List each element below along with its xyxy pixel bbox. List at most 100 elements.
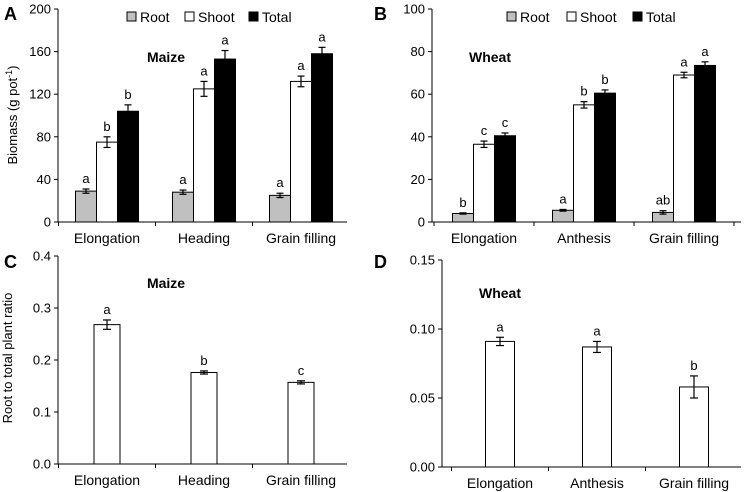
significance-letter: b — [601, 72, 608, 87]
significance-letter: a — [496, 319, 504, 334]
bar-root-1 — [452, 212, 474, 223]
bar-shoot-2 — [573, 104, 595, 223]
significance-letter: a — [559, 191, 567, 206]
legend-swatch-shoot — [566, 11, 577, 22]
y-tick-label: 40 — [411, 129, 425, 144]
legend-swatch-root — [126, 11, 137, 22]
y-tick-label: 0.0 — [33, 457, 51, 472]
panel-a: A Maize 0 40 80 120 160 200 Elongation Heading Gra… — [4, 2, 347, 246]
panel-c: C Maize 0.0 0.1 0.2 0.3 0.4 Elongation Heading Gr… — [0, 249, 347, 488]
y-tick-label: 0.10 — [410, 322, 435, 337]
panel-label: C — [4, 252, 17, 272]
bar-total-2 — [214, 58, 236, 223]
bar-shoot-1 — [96, 141, 118, 223]
legend-label-shoot: Shoot — [580, 9, 617, 25]
significance-letter: a — [103, 302, 111, 317]
legend-swatch-total — [632, 11, 643, 22]
bar-root-3 — [269, 194, 291, 223]
chart-title: Wheat — [469, 49, 511, 65]
legend-swatch-root — [506, 11, 517, 22]
bar-shoot-2 — [193, 88, 215, 223]
y-tick-label: 80 — [411, 44, 425, 59]
x-tick-label: Grain filling — [266, 230, 336, 246]
y-tick-label: 0.1 — [33, 405, 51, 420]
legend-label-root: Root — [140, 9, 170, 25]
y-tick-label: 100 — [403, 2, 425, 17]
y-tick-label: 0.4 — [33, 249, 51, 264]
significance-letter: b — [200, 353, 207, 368]
y-axis-label-close: ) — [5, 65, 20, 69]
significance-letter: b — [690, 358, 697, 373]
bar-shoot-1 — [473, 143, 495, 223]
y-axis-label-text: Biomass (g pot — [5, 77, 20, 164]
legend: Root Shoot Total — [126, 9, 292, 25]
panel-label: D — [374, 252, 387, 272]
bar-total-1 — [494, 135, 516, 223]
y-tick-label: 0.15 — [410, 253, 435, 268]
significance-letter: b — [103, 119, 110, 134]
y-axis-label: Root to total plant ratio — [0, 293, 15, 424]
x-tick-label: Heading — [178, 230, 230, 246]
y-axis-label-superscript: -1 — [4, 70, 14, 78]
significance-letter: a — [179, 172, 187, 187]
y-tick-label: 0 — [418, 215, 425, 230]
x-tick-label: Anthesis — [570, 475, 624, 491]
bar-root-2 — [552, 209, 574, 223]
legend-label-total: Total — [646, 9, 676, 25]
panel-b: B Wheat 0 20 40 60 80 100 Elongation Anthesis Grai… — [374, 2, 741, 246]
significance-letter: a — [82, 171, 90, 186]
significance-letter: ab — [656, 193, 670, 208]
significance-letter: b — [459, 195, 466, 210]
y-tick-label: 0.05 — [410, 391, 435, 406]
y-tick-label: 80 — [37, 129, 51, 144]
bar-total-1 — [117, 110, 139, 223]
y-axis-label: Biomass (g pot-1) — [4, 65, 20, 164]
legend-label-root: Root — [520, 9, 550, 25]
significance-letter: c — [298, 363, 305, 378]
significance-letter: a — [701, 44, 709, 59]
x-tick-label: Grain filling — [266, 472, 336, 488]
y-tick-label: 0 — [44, 215, 51, 230]
chart-title: Maize — [147, 49, 185, 65]
legend-swatch-shoot — [184, 11, 195, 22]
significance-letter: c — [502, 115, 509, 130]
bar-ratio-2 — [190, 371, 218, 465]
legend: Root Shoot Total — [506, 9, 676, 25]
significance-letter: a — [276, 175, 284, 190]
significance-letter: a — [297, 58, 305, 73]
bar-total-3 — [694, 64, 716, 223]
x-tick-label: Grain filling — [649, 230, 719, 246]
y-axis-label-text: Root to total plant ratio — [0, 293, 15, 424]
y-tick-label: 60 — [411, 87, 425, 102]
bar-root-2 — [172, 191, 194, 223]
legend-swatch-total — [248, 11, 259, 22]
x-tick-label: Anthesis — [557, 230, 611, 246]
y-tick-label: 20 — [411, 172, 425, 187]
significance-letter: b — [580, 84, 587, 99]
significance-letter: a — [318, 29, 326, 44]
y-tick-label: 120 — [29, 87, 51, 102]
significance-letter: a — [200, 63, 208, 78]
panel-label: A — [4, 4, 17, 24]
x-tick-label: Elongation — [74, 230, 140, 246]
chart-title: Maize — [147, 275, 185, 291]
y-tick-label: 40 — [37, 172, 51, 187]
bar-total-2 — [594, 92, 616, 223]
bar-ratio-1 — [485, 340, 515, 468]
bar-ratio-3 — [287, 381, 315, 465]
x-tick-label: Grain filling — [659, 475, 729, 491]
significance-letter: a — [680, 54, 688, 69]
significance-letter: a — [221, 33, 229, 48]
y-tick-label: 0.3 — [33, 301, 51, 316]
x-tick-label: Elongation — [451, 230, 517, 246]
x-tick-label: Elongation — [74, 472, 140, 488]
bar-shoot-3 — [290, 80, 312, 223]
bar-ratio-1 — [93, 324, 121, 465]
bar-total-3 — [311, 53, 333, 223]
y-tick-label: 0.2 — [33, 353, 51, 368]
y-tick-label: 0.00 — [410, 460, 435, 475]
legend-label-total: Total — [262, 9, 292, 25]
bar-root-1 — [75, 190, 97, 223]
significance-letter: c — [481, 123, 488, 138]
